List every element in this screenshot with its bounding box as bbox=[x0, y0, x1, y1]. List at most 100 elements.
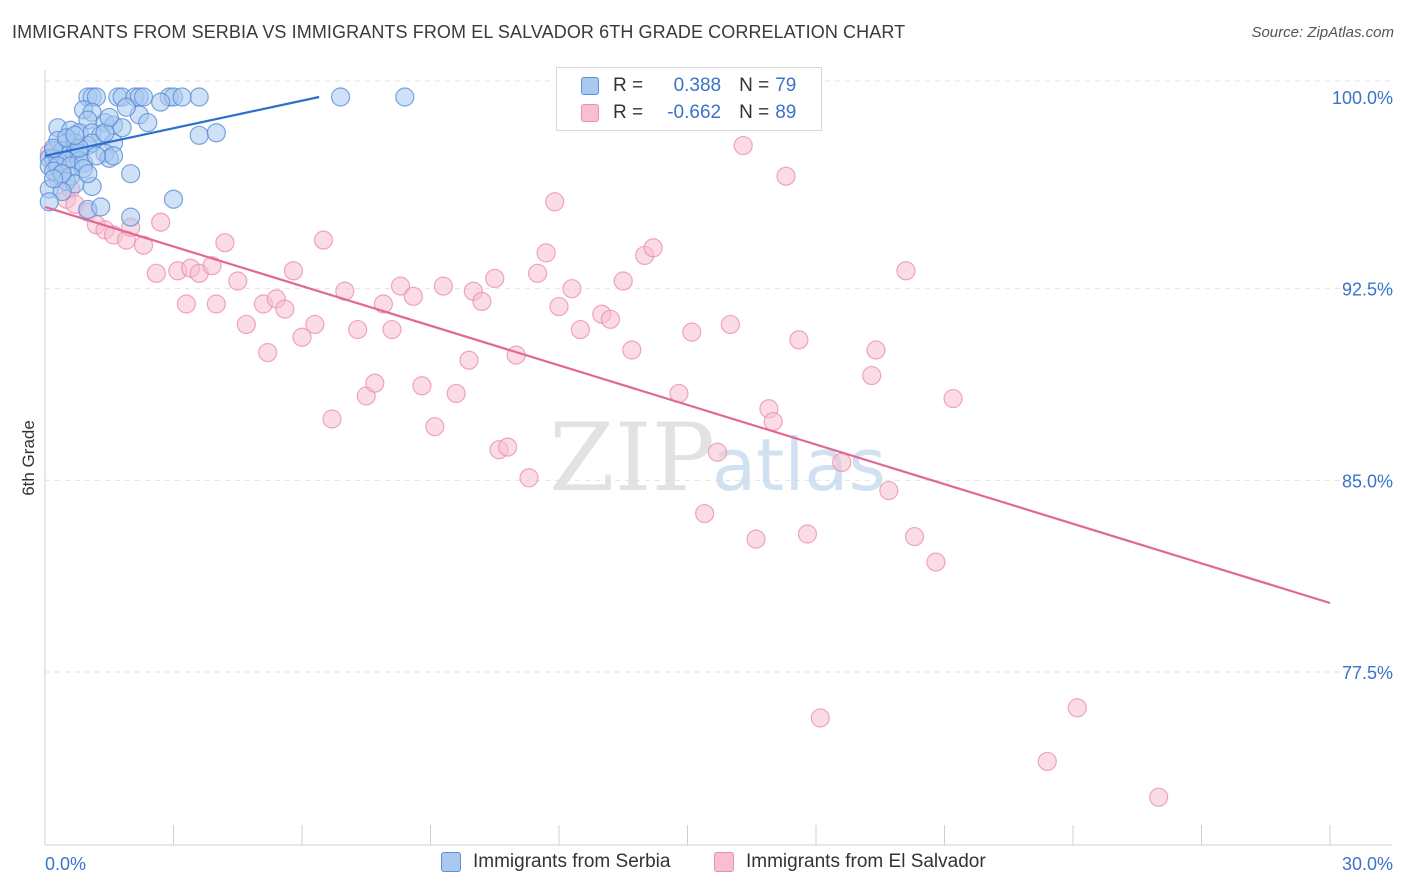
data-point-serbia bbox=[121, 164, 141, 184]
data-point-elsalvador bbox=[1037, 751, 1057, 772]
data-point-elsalvador bbox=[943, 388, 963, 409]
legend-r-value-serbia: 0.388 bbox=[673, 75, 722, 96]
data-point-elsalvador bbox=[707, 442, 728, 462]
data-point-elsalvador bbox=[862, 365, 882, 386]
data-point-elsalvador bbox=[527, 263, 548, 283]
data-point-elsalvador bbox=[810, 708, 830, 728]
data-point-serbia bbox=[189, 125, 209, 145]
data-point-elsalvador bbox=[682, 322, 702, 342]
legend-n-label: N = bbox=[739, 75, 770, 96]
series-serbia-points bbox=[39, 87, 415, 227]
watermark-zip: ZIP bbox=[549, 404, 715, 513]
data-point-elsalvador bbox=[549, 296, 569, 317]
data-point-elsalvador bbox=[519, 468, 539, 488]
axis-labels: 100.0% 92.5% 85.0% 77.5% 0.0% 30.0% 6th Grade bbox=[19, 88, 1393, 874]
series-legend: Immigrants from Serbia Immigrants from E… bbox=[0, 851, 1406, 877]
data-point-elsalvador bbox=[258, 342, 278, 363]
data-point-elsalvador bbox=[776, 166, 796, 186]
data-point-serbia bbox=[189, 87, 209, 107]
data-point-elsalvador bbox=[695, 503, 715, 524]
data-point-elsalvador bbox=[789, 330, 809, 350]
data-point-serbia bbox=[116, 97, 136, 117]
correlation-legend: R = 0.388 N = 79 R = -0.662 N = 89 bbox=[556, 67, 822, 131]
data-point-elsalvador bbox=[348, 319, 368, 340]
data-point-elsalvador bbox=[600, 309, 621, 329]
data-point-elsalvador bbox=[866, 340, 886, 360]
data-point-elsalvador bbox=[228, 271, 248, 291]
data-point-elsalvador bbox=[283, 261, 304, 281]
y-axis-title: 6th Grade bbox=[19, 420, 38, 496]
data-point-elsalvador bbox=[373, 294, 393, 314]
serbia-swatch bbox=[441, 852, 461, 872]
elsalvador-swatch bbox=[581, 104, 599, 122]
source-label: Source: ZipAtlas.com bbox=[1251, 24, 1394, 41]
data-point-elsalvador bbox=[720, 314, 740, 335]
data-point-serbia bbox=[99, 107, 119, 128]
legend-label-elsalvador: Immigrants from El Salvador bbox=[746, 851, 986, 872]
trend-line-elsalvador bbox=[44, 205, 1331, 605]
legend-r-label: R = bbox=[613, 102, 644, 123]
data-point-elsalvador bbox=[202, 256, 222, 276]
data-point-elsalvador bbox=[797, 524, 818, 544]
data-point-elsalvador bbox=[879, 480, 899, 501]
elsalvador-swatch bbox=[714, 852, 734, 872]
data-point-elsalvador bbox=[472, 291, 492, 312]
data-point-serbia bbox=[39, 192, 59, 212]
data-point-elsalvador bbox=[832, 452, 852, 473]
data-point-elsalvador bbox=[459, 350, 479, 370]
legend-row-serbia: R = 0.388 N = 79 bbox=[581, 74, 814, 98]
data-point-elsalvador bbox=[536, 243, 556, 263]
trend-lines bbox=[44, 95, 1331, 605]
data-point-elsalvador bbox=[613, 271, 633, 291]
data-point-elsalvador bbox=[151, 212, 171, 232]
legend-r-value-elsalvador: -0.662 bbox=[667, 102, 722, 123]
x-tick-label: 0.0% bbox=[45, 854, 86, 874]
watermark-atlas: atlas bbox=[712, 423, 886, 507]
data-point-elsalvador bbox=[904, 526, 925, 547]
data-point-elsalvador bbox=[412, 376, 432, 396]
data-point-serbia bbox=[163, 189, 184, 209]
data-point-serbia bbox=[91, 197, 111, 217]
data-point-elsalvador bbox=[545, 192, 565, 212]
data-point-serbia bbox=[138, 112, 158, 133]
trend-line-serbia bbox=[44, 95, 320, 157]
data-point-elsalvador bbox=[176, 294, 196, 314]
data-point-elsalvador bbox=[498, 437, 518, 457]
data-point-elsalvador bbox=[926, 552, 946, 572]
data-point-elsalvador bbox=[446, 383, 466, 404]
legend-label-serbia: Immigrants from Serbia bbox=[473, 851, 671, 872]
watermark: ZIP atlas bbox=[549, 404, 886, 513]
data-point-serbia bbox=[43, 169, 64, 189]
y-tick-label: 85.0% bbox=[1342, 471, 1393, 491]
serbia-swatch bbox=[581, 77, 599, 95]
legend-item-serbia[interactable]: Immigrants from Serbia bbox=[441, 851, 670, 873]
legend-row-elsalvador: R = -0.662 N = 89 bbox=[581, 101, 814, 125]
data-point-elsalvador bbox=[365, 373, 385, 393]
data-point-elsalvador bbox=[146, 263, 166, 283]
data-point-elsalvador bbox=[562, 279, 582, 299]
data-point-elsalvador bbox=[622, 340, 642, 360]
data-point-elsalvador bbox=[425, 417, 445, 437]
legend-item-elsalvador[interactable]: Immigrants from El Salvador bbox=[714, 851, 986, 873]
legend-n-value-serbia: 79 bbox=[775, 75, 797, 96]
data-point-elsalvador bbox=[643, 238, 663, 258]
data-point-elsalvador bbox=[570, 319, 591, 340]
data-point-serbia bbox=[78, 164, 98, 184]
data-point-serbia bbox=[172, 87, 192, 107]
data-point-elsalvador bbox=[733, 135, 753, 156]
x-tick-label: 30.0% bbox=[1342, 854, 1393, 874]
data-point-elsalvador bbox=[313, 230, 334, 250]
y-tick-label: 92.5% bbox=[1342, 280, 1393, 300]
data-point-elsalvador bbox=[896, 261, 916, 281]
chart-title: IMMIGRANTS FROM SERBIA VS IMMIGRANTS FRO… bbox=[12, 22, 906, 42]
data-point-serbia bbox=[133, 87, 154, 107]
data-point-elsalvador bbox=[1067, 698, 1087, 718]
series-elsalvador-points bbox=[39, 135, 1169, 807]
data-point-serbia bbox=[206, 123, 226, 143]
grid-layer bbox=[45, 80, 1392, 673]
data-point-elsalvador bbox=[485, 268, 505, 289]
data-point-elsalvador bbox=[433, 276, 453, 296]
data-point-serbia bbox=[330, 87, 351, 107]
legend-n-label: N = bbox=[739, 102, 770, 123]
